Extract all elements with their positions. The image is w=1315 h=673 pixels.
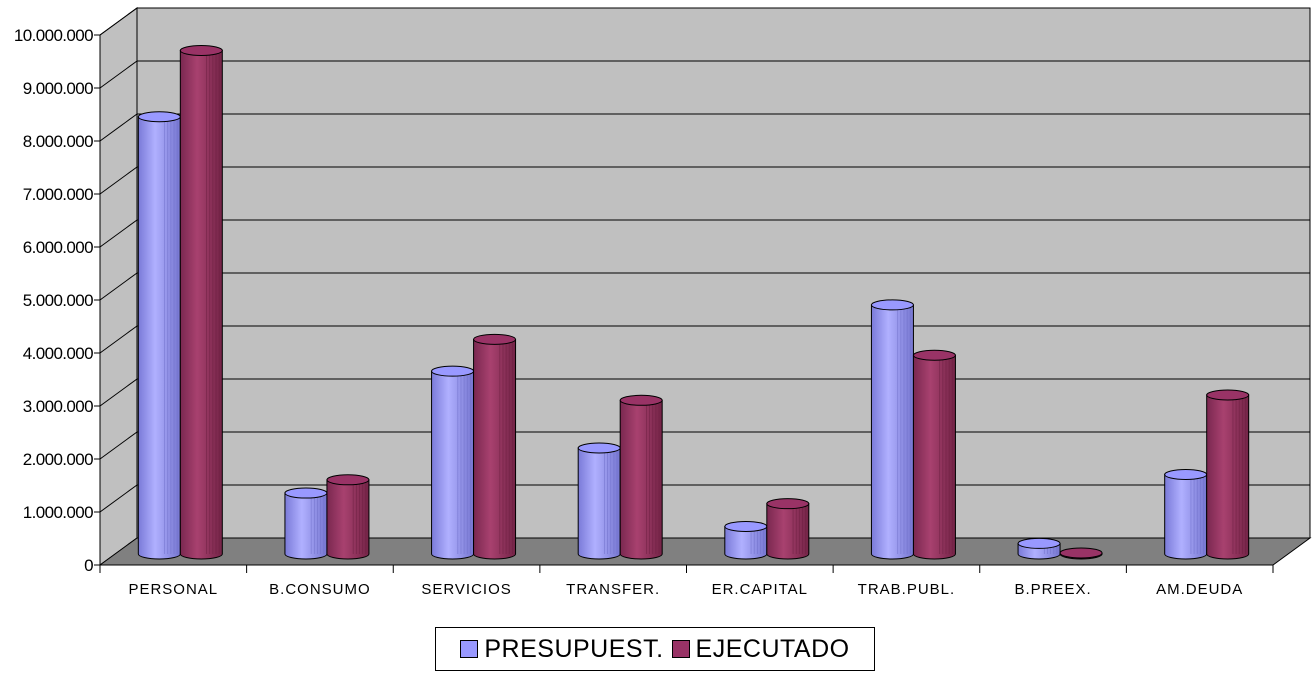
bar-top (431, 365, 475, 377)
y-tick-label: 3.000.000 (23, 397, 93, 416)
bar-top (473, 333, 517, 345)
bar-top (619, 394, 663, 406)
bar-top (724, 520, 768, 532)
y-tick-label: 10.000.000 (14, 26, 93, 45)
bar-body (1206, 394, 1250, 560)
bar-top (1206, 389, 1250, 401)
x-tick-label: AM.DEUDA (1156, 581, 1243, 598)
gridline-side (99, 60, 138, 89)
bar (1017, 537, 1061, 560)
bar (1164, 469, 1208, 560)
y-tick-label: 2.000.000 (23, 450, 93, 469)
x-tick-label: B.CONSUMO (269, 581, 371, 598)
gridline-side (99, 484, 138, 513)
legend-swatch-ejecutado (671, 640, 690, 658)
bar-top (870, 299, 914, 311)
bar-body (326, 479, 370, 560)
bar (724, 520, 768, 560)
bar-top (326, 474, 370, 486)
bar (577, 442, 621, 560)
gridline-side (99, 272, 138, 301)
bar-body (912, 354, 956, 560)
bar-body (473, 338, 517, 560)
gridline-side (99, 325, 138, 354)
legend: PRESUPUEST. EJECUTADO (435, 627, 875, 671)
legend-label-presupuest: PRESUPUEST. (484, 634, 664, 663)
x-tick-label: PERSONAL (128, 581, 218, 598)
x-tick-label: TRAB.PUBL. (858, 581, 956, 598)
gridline-side (99, 378, 138, 407)
y-tick-label: 5.000.000 (23, 291, 93, 310)
bar (1059, 547, 1103, 560)
bar (431, 365, 475, 560)
bar-body (619, 399, 663, 560)
y-tick-label: 0 (84, 556, 93, 575)
y-tick-label: 1.000.000 (23, 503, 93, 522)
bar-top (179, 45, 223, 56)
bar (766, 498, 810, 560)
y-tick-label: 6.000.000 (23, 238, 93, 257)
bar-top (766, 498, 810, 510)
gridline-side (99, 431, 138, 460)
bar-top (912, 349, 956, 361)
y-tick-label: 8.000.000 (23, 132, 93, 151)
legend-item-ejecutado: EJECUTADO (671, 634, 850, 664)
gridline-side (99, 7, 138, 36)
y-tick-label: 4.000.000 (23, 344, 93, 363)
bar (619, 394, 663, 560)
bar (284, 487, 328, 560)
gridline-side (99, 113, 138, 142)
bar (179, 45, 223, 560)
bar-top (284, 487, 328, 499)
bar (912, 349, 956, 560)
bar (137, 111, 181, 560)
y-tick-label: 7.000.000 (23, 185, 93, 204)
legend-label-ejecutado: EJECUTADO (695, 634, 850, 663)
bar-body (766, 503, 810, 560)
bar-top (1017, 537, 1061, 549)
x-tick-label: TRANSFER. (566, 581, 660, 598)
bar (326, 474, 370, 560)
bar-body (179, 50, 223, 560)
x-tick-label: ER.CAPITAL (712, 581, 808, 598)
bar-top (577, 442, 621, 454)
legend-item-presupuest: PRESUPUEST. (460, 635, 663, 664)
y-tick-label: 9.000.000 (23, 79, 93, 98)
bar-top (137, 111, 181, 123)
gridline-side (99, 219, 138, 248)
bar-top (1059, 547, 1103, 559)
bar (870, 299, 914, 560)
chart-floor (98, 537, 1312, 566)
x-tick-label: B.PREEX. (1014, 581, 1091, 598)
legend-swatch-presupuest (460, 640, 479, 658)
x-tick-label: SERVICIOS (421, 581, 511, 598)
bar (1206, 389, 1250, 560)
gridline-side (99, 166, 138, 195)
bar-top (1164, 469, 1208, 480)
bar (473, 333, 517, 560)
